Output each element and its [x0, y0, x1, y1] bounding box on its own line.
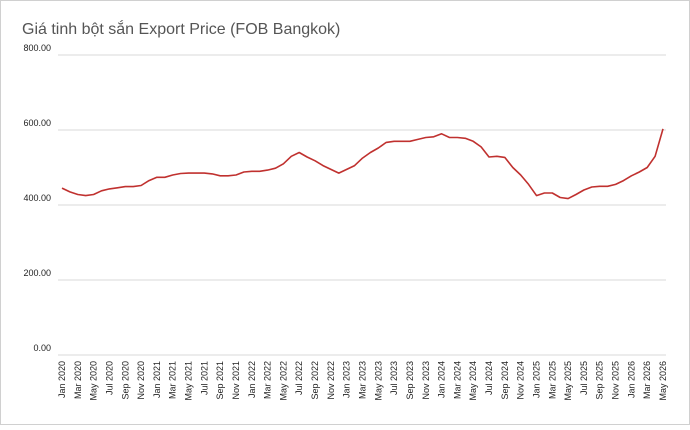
- chart-title: Giá tinh bột sắn Export Price (FOB Bangk…: [22, 19, 340, 38]
- x-tick-label: May 2026: [658, 361, 668, 401]
- y-tick-label: 200.00: [23, 268, 51, 278]
- y-tick-label: 600.00: [23, 118, 51, 128]
- x-tick-label: Nov 2021: [231, 361, 241, 400]
- x-tick-label: Jan 2026: [626, 361, 636, 398]
- x-tick-label: Sep 2020: [120, 361, 130, 400]
- x-tick-label: Nov 2024: [516, 361, 526, 400]
- x-tick-label: Nov 2022: [326, 361, 336, 400]
- x-tick-label: May 2020: [89, 361, 99, 401]
- x-tick-label: Nov 2025: [611, 361, 621, 400]
- x-tick-label: Sep 2022: [310, 361, 320, 400]
- x-tick-label: Jul 2020: [104, 361, 114, 395]
- x-tick-label: Jan 2025: [531, 361, 541, 398]
- x-tick-label: Mar 2021: [168, 361, 178, 399]
- x-tick-label: May 2022: [278, 361, 288, 401]
- x-tick-label: Jul 2024: [484, 361, 494, 395]
- x-tick-label: Nov 2023: [421, 361, 431, 400]
- x-tick-label: Mar 2025: [547, 361, 557, 399]
- x-tick-label: Nov 2020: [136, 361, 146, 400]
- x-tick-label: Mar 2022: [263, 361, 273, 399]
- x-tick-label: May 2021: [184, 361, 194, 401]
- y-tick-label: 800.00: [23, 43, 51, 53]
- x-tick-label: Jan 2024: [437, 361, 447, 398]
- x-tick-label: Jul 2021: [199, 361, 209, 395]
- x-tick-label: May 2025: [563, 361, 573, 401]
- x-tick-label: Mar 2026: [642, 361, 652, 399]
- x-tick-label: Jul 2022: [294, 361, 304, 395]
- x-tick-label: Mar 2023: [358, 361, 368, 399]
- x-tick-label: Sep 2025: [595, 361, 605, 400]
- x-tick-label: Jan 2021: [152, 361, 162, 398]
- x-tick-label: May 2024: [468, 361, 478, 401]
- x-tick-label: Jan 2023: [342, 361, 352, 398]
- x-tick-label: Sep 2023: [405, 361, 415, 400]
- x-tick-label: Mar 2024: [452, 361, 462, 399]
- x-tick-label: May 2023: [373, 361, 383, 401]
- x-tick-label: Jul 2025: [579, 361, 589, 395]
- x-tick-label: Jan 2022: [247, 361, 257, 398]
- x-tick-label: Mar 2020: [73, 361, 83, 399]
- x-tick-label: Jul 2023: [389, 361, 399, 395]
- x-tick-label: Sep 2024: [500, 361, 510, 400]
- y-tick-label: 0.00: [33, 343, 51, 353]
- x-tick-label: Sep 2021: [215, 361, 225, 400]
- x-tick-label: Jan 2020: [57, 361, 67, 398]
- line: [61, 128, 664, 200]
- y-tick-label: 400.00: [23, 193, 51, 203]
